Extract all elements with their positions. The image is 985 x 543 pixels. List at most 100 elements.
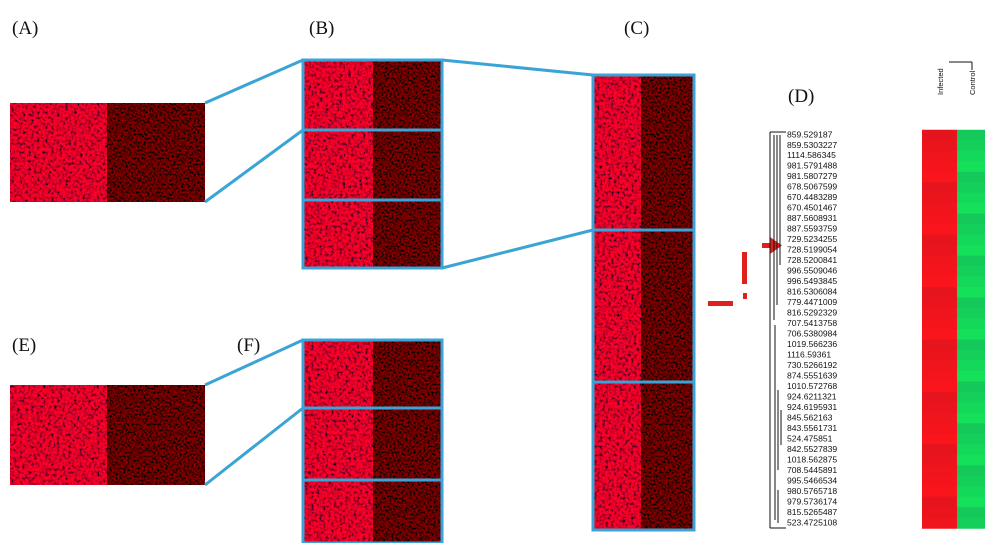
heatmap-cell — [922, 277, 957, 288]
heatmap-cell — [957, 287, 985, 298]
panel-label: (E) — [12, 335, 36, 356]
heatmap-cell — [957, 256, 985, 267]
heatmap-cell — [922, 371, 957, 382]
mz-label: 924.6195931 — [787, 402, 837, 412]
heatmap-cell — [922, 172, 957, 183]
heatmap-cell — [957, 360, 985, 371]
heatmap-cell — [957, 476, 985, 487]
mz-label: 980.5765718 — [787, 486, 837, 496]
heatmap-cell — [922, 245, 957, 256]
heatmap-cell — [922, 214, 957, 225]
heatmap-cell — [957, 214, 985, 225]
heatmap-cell — [957, 203, 985, 214]
heatmap-cell — [957, 266, 985, 277]
heatmap-cell — [922, 350, 957, 361]
panel-label: (F) — [237, 335, 260, 356]
heatmap-cell — [922, 256, 957, 267]
mz-label: 1116.59361 — [787, 349, 831, 359]
figure: (A) (B) (C) (D) (E) (F) Infected Control… — [0, 0, 985, 543]
mz-label: 1010.572768 — [787, 381, 837, 391]
mz-label: 779.4471009 — [787, 297, 837, 307]
mz-label: 670.4501467 — [787, 203, 837, 213]
heatmap-cell — [957, 319, 985, 330]
heatmap-cell — [922, 235, 957, 246]
heatmap-cell — [957, 329, 985, 340]
mz-label: 524.475851 — [787, 433, 833, 443]
mz-label: 995.5466534 — [787, 475, 837, 485]
panel-label: (C) — [624, 18, 649, 39]
heatmap-cell — [957, 130, 985, 141]
tissue-bright — [303, 340, 373, 408]
tissue-dark — [107, 385, 205, 485]
dendrogram — [770, 132, 786, 528]
heatmap-cell — [922, 266, 957, 277]
mz-label: 981.5791488 — [787, 161, 837, 171]
tissue-bright — [593, 382, 641, 530]
panel-label: (D) — [788, 86, 814, 107]
mz-label: 996.5493845 — [787, 276, 837, 286]
heatmap-cell — [922, 298, 957, 309]
mz-label: 815.5265487 — [787, 507, 837, 517]
heatmap-cell — [922, 444, 957, 455]
mz-label: 1019.566236 — [787, 339, 837, 349]
tissue-bright — [303, 130, 373, 200]
heatmap-cell — [922, 182, 957, 193]
heatmap-cell — [922, 455, 957, 466]
mz-label: 730.5266192 — [787, 360, 837, 370]
mz-label: 678.5067599 — [787, 182, 837, 192]
panel-label: (B) — [309, 18, 334, 39]
heatmap-cell — [957, 455, 985, 466]
heatmap-cell — [922, 224, 957, 235]
mz-label: 1018.562875 — [787, 454, 837, 464]
heatmap-cell — [957, 308, 985, 319]
heatmap-cell — [922, 476, 957, 487]
heatmap-cell — [957, 486, 985, 497]
mz-label: 842.5527839 — [787, 444, 837, 454]
arrow — [708, 237, 782, 306]
mz-label: 708.5445891 — [787, 465, 837, 475]
tissue-bright — [303, 408, 373, 480]
mz-label: 874.5551639 — [787, 370, 837, 380]
heatmap-cell — [922, 287, 957, 298]
heatmap-cell — [922, 203, 957, 214]
heatmap-cell — [922, 413, 957, 424]
mz-label: 670.4483289 — [787, 192, 837, 202]
heatmap-cell — [957, 339, 985, 350]
heatmap-cell — [922, 392, 957, 403]
heatmap-cell — [957, 140, 985, 151]
tissue-bright — [10, 103, 107, 202]
mz-label: 924.6211321 — [787, 391, 837, 401]
heatmap-cell — [922, 308, 957, 319]
heatmap-cell — [957, 465, 985, 476]
mz-label: 859.5303227 — [787, 140, 837, 150]
mz-labels: 859.529187859.53032271114.586345981.5791… — [787, 129, 837, 527]
heatmap-cell — [957, 402, 985, 413]
heatmap-cell — [922, 140, 957, 151]
mz-label: 1114.586345 — [787, 150, 836, 160]
heatmap-cell — [957, 161, 985, 172]
tissue-bright — [10, 385, 107, 485]
heatmap-cell — [922, 319, 957, 330]
heatmap-cell — [922, 130, 957, 141]
heatmap-cell — [957, 235, 985, 246]
mz-label: 887.5608931 — [787, 213, 837, 223]
tissue-dark — [373, 340, 442, 408]
heatmap-cell — [957, 277, 985, 288]
heatmap-cell — [922, 423, 957, 434]
tissue-bright — [303, 480, 373, 543]
heatmap-cell — [922, 151, 957, 162]
heatmap-cell — [957, 182, 985, 193]
mz-label: 996.5509046 — [787, 266, 837, 276]
tissue-dark — [373, 480, 442, 543]
tissue-bright — [303, 60, 373, 130]
heatmap-cell — [922, 360, 957, 371]
mz-label: 859.529187 — [787, 129, 833, 139]
mz-label: 706.5380984 — [787, 329, 837, 339]
heatmap — [922, 130, 985, 529]
column-label: Control — [968, 70, 977, 95]
mz-label: 816.5306084 — [787, 287, 837, 297]
mz-label: 523.4725108 — [787, 517, 837, 527]
heatmap-cell — [957, 224, 985, 235]
heatmap-cell — [957, 497, 985, 508]
heatmap-cell — [922, 434, 957, 445]
